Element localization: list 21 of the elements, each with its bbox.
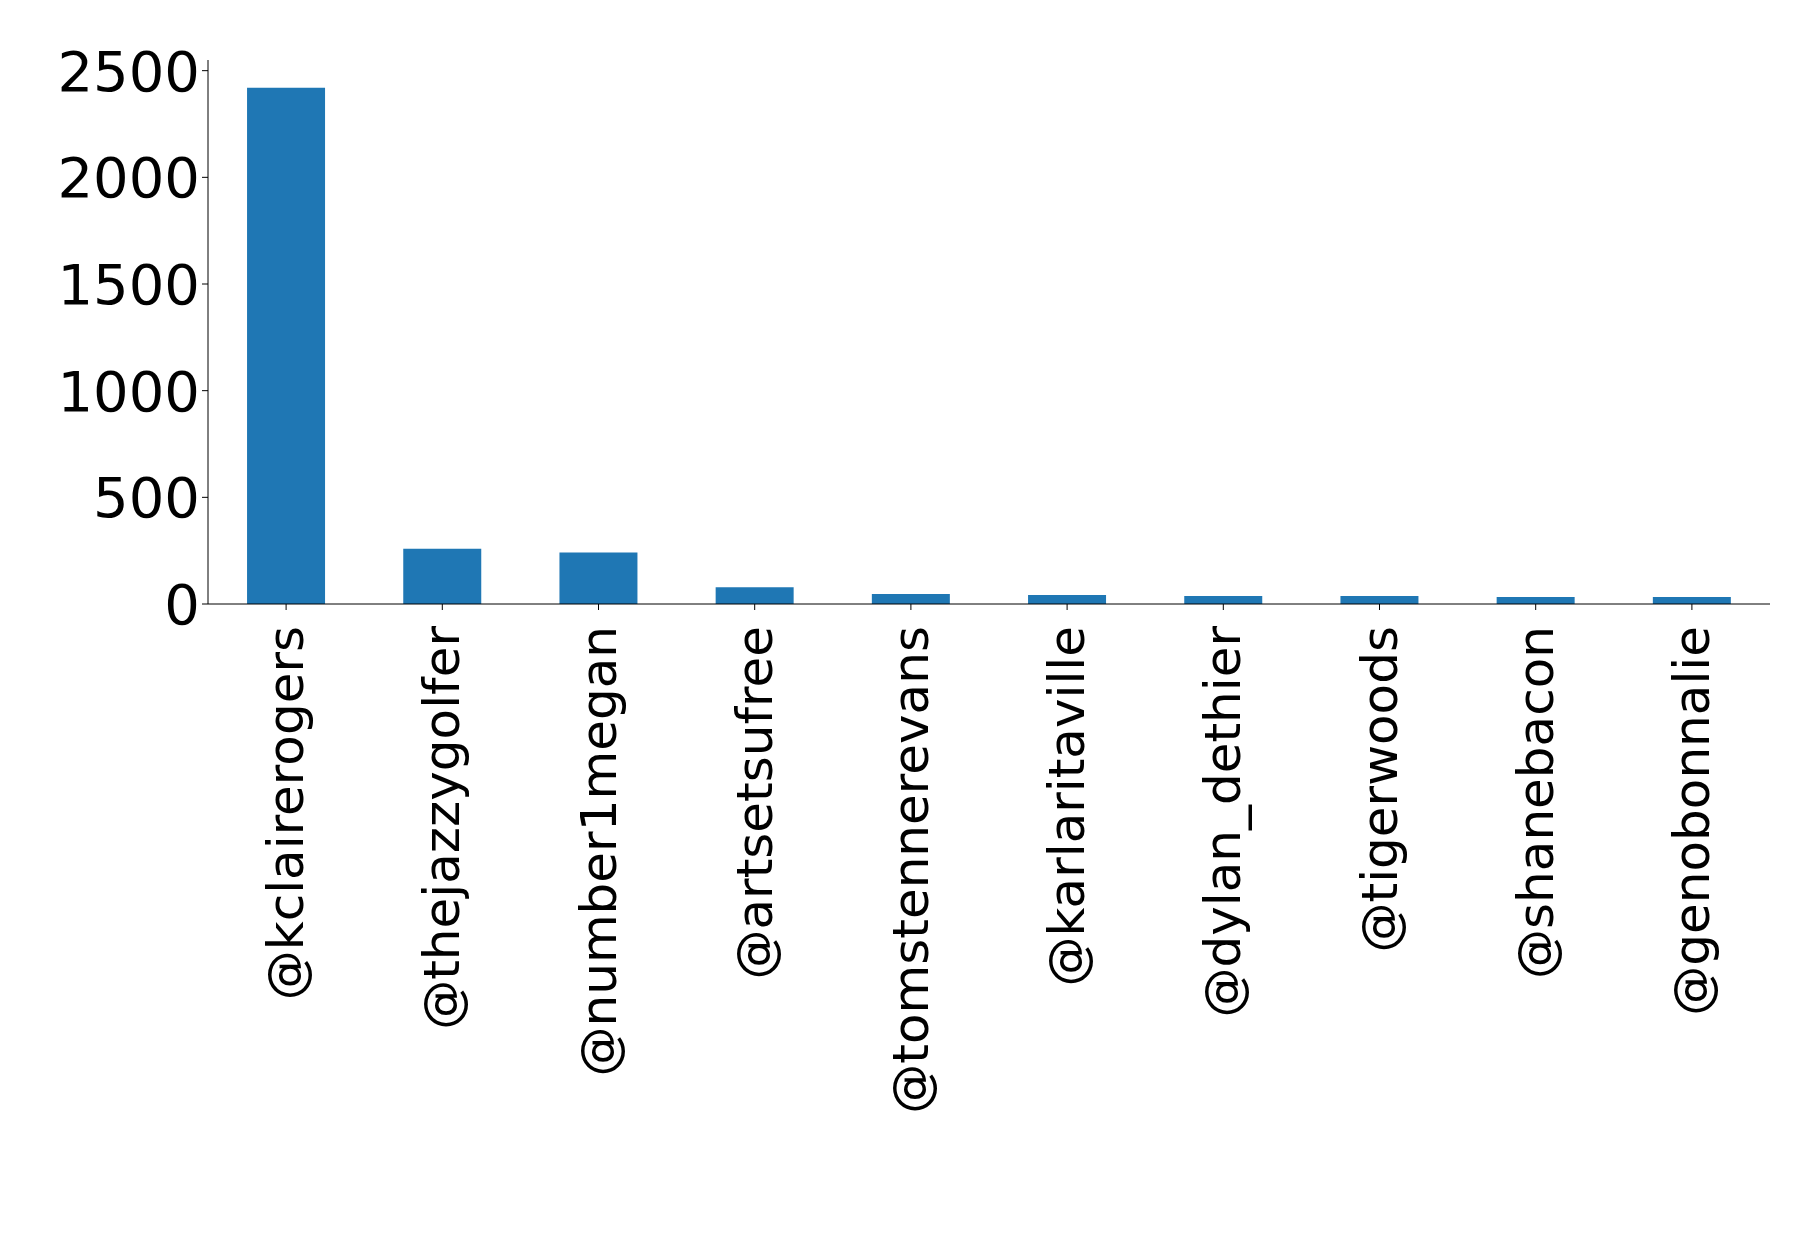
y-tick-label: 2000	[57, 145, 200, 211]
bar	[559, 552, 638, 604]
y-tick-label: 1000	[57, 358, 200, 424]
x-tick-label: @thejazzygolfer	[413, 625, 472, 1030]
x-tick-label: @number1megan	[569, 626, 628, 1077]
x-tick-label: @artsetsufree	[725, 626, 784, 980]
x-tick-label: @tomstennerevans	[881, 626, 940, 1114]
x-tick-label: @kclairerogers	[257, 626, 316, 1001]
bar	[247, 87, 326, 604]
x-tick-label: @tigerwoods	[1350, 626, 1409, 953]
bar	[403, 548, 482, 604]
y-tick-label: 2500	[57, 38, 200, 104]
y-tick-label: 1500	[57, 251, 200, 317]
x-tick-label: @genobonnalie	[1662, 626, 1721, 1016]
bar	[871, 593, 950, 604]
x-tick-label: @dylan_dethier	[1194, 625, 1253, 1018]
x-tick-label: @karlaritaville	[1038, 626, 1097, 987]
y-tick-label: 500	[93, 465, 200, 531]
bar	[715, 587, 794, 604]
y-tick-label: 0	[164, 571, 200, 637]
x-tick-label: @shanebacon	[1506, 626, 1565, 979]
